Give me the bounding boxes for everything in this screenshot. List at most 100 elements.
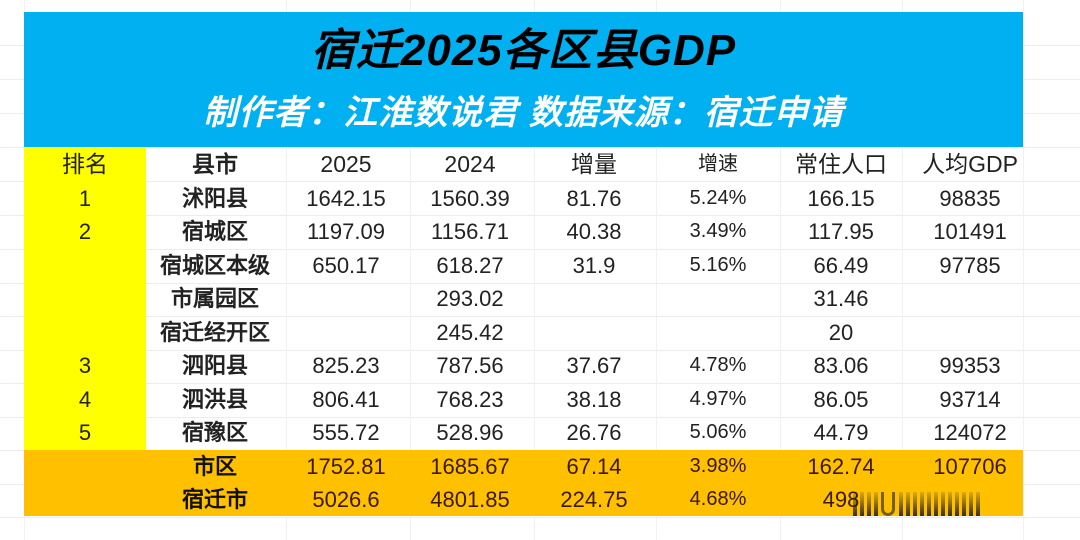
cell-2025: 1197.09 <box>307 219 385 244</box>
cell-growth: 5.24% <box>689 186 747 209</box>
summary-row-urban: 市区 1752.81 1685.67 67.14 3.98% 162.74 10… <box>24 450 1038 484</box>
cell-population: 162.74 <box>807 453 875 479</box>
cell-growth <box>656 282 780 316</box>
cell-increase <box>532 316 656 350</box>
cell-2025: 825.23 <box>312 353 380 378</box>
rank-column-highlight <box>24 147 146 450</box>
table-row: 宿城区本级 650.17 618.27 31.9 5.16% 66.49 977… <box>24 249 1038 283</box>
cell-2024: 768.23 <box>436 386 504 412</box>
cell-name: 市属园区 <box>170 286 259 311</box>
cell-2025: 1752.81 <box>306 453 386 479</box>
cell-2024: 4801.85 <box>430 487 510 512</box>
cell-rank <box>24 450 146 484</box>
cell-increase: 67.14 <box>566 453 622 479</box>
cell-name: 宿迁市 <box>181 487 248 512</box>
table-row: 市属园区 293.02 31.46 <box>24 282 1038 316</box>
cell-increase: 40.38 <box>566 219 622 244</box>
cell-2024: 787.56 <box>436 353 504 378</box>
header-per-capita: 人均GDP <box>922 151 1018 177</box>
title-banner: 宿迁2025各区县GDP 制作者：江淮数说君 数据来源：宿迁申请 <box>24 12 1023 147</box>
header-2025: 2025 <box>320 151 372 177</box>
cell-rank: 4 <box>78 386 92 412</box>
watermark-overlay <box>853 489 1063 519</box>
page-subtitle: 制作者：江淮数说君 数据来源：宿迁申请 <box>203 94 844 132</box>
cell-per-capita: 93714 <box>939 386 1001 412</box>
cell-2025: 650.17 <box>312 252 380 278</box>
cell-growth: 3.98% <box>689 454 747 477</box>
cell-rank <box>24 483 146 517</box>
cell-growth: 5.06% <box>689 421 747 443</box>
cell-2024: 1685.67 <box>430 453 510 479</box>
header-rank: 排名 <box>62 151 108 177</box>
cell-2025: 1642.15 <box>306 185 386 211</box>
cell-increase: 81.76 <box>566 185 622 211</box>
cell-population: 117.95 <box>808 219 874 244</box>
cell-population: 83.06 <box>813 353 869 378</box>
cell-growth <box>656 316 780 350</box>
gdp-table: 排名 县市 2025 2024 增量 增速 常住人口 人均GDP 1 沭阳县 1… <box>24 148 1038 517</box>
header-2024: 2024 <box>444 151 496 177</box>
cell-name: 宿迁经开区 <box>159 319 270 345</box>
table-row: 3 泗阳县 825.23 787.56 37.67 4.78% 83.06 99… <box>24 349 1038 383</box>
cell-2024: 618.27 <box>436 252 504 278</box>
header-population: 常住人口 <box>795 151 887 177</box>
cell-rank: 3 <box>78 353 92 378</box>
cell-per-capita: 107706 <box>933 453 1007 479</box>
cell-increase: 31.9 <box>572 252 616 278</box>
header-name: 县市 <box>192 151 238 177</box>
cell-name: 泗阳县 <box>181 353 248 378</box>
cell-population: 166.15 <box>807 185 875 211</box>
cell-increase: 37.67 <box>566 353 622 378</box>
cell-per-capita: 99353 <box>939 353 1001 378</box>
cell-per-capita: 98835 <box>939 185 1001 211</box>
cell-per-capita: 97785 <box>939 252 1001 278</box>
cell-2025: 5026.6 <box>312 487 380 512</box>
cell-2025: 806.41 <box>312 386 380 412</box>
cell-population: 31.46 <box>813 286 869 311</box>
cell-increase: 224.75 <box>560 487 628 512</box>
cell-growth: 4.97% <box>689 387 747 410</box>
cell-2024: 1560.39 <box>430 185 510 211</box>
cell-per-capita: 124072 <box>933 420 1007 445</box>
cell-name: 宿城区本级 <box>159 252 270 278</box>
cell-name: 宿豫区 <box>181 420 248 445</box>
cell-growth: 4.78% <box>689 354 747 376</box>
cell-2025: 555.72 <box>312 420 380 445</box>
header-growth: 增速 <box>698 153 738 175</box>
table-row: 1 沭阳县 1642.15 1560.39 81.76 5.24% 166.15… <box>24 182 1038 216</box>
cell-rank <box>24 316 146 350</box>
cell-population: 66.49 <box>813 252 869 278</box>
cell-2024: 293.02 <box>436 286 504 311</box>
cell-increase <box>532 282 656 316</box>
table-row: 2 宿城区 1197.09 1156.71 40.38 3.49% 117.95… <box>24 215 1038 249</box>
cell-2025 <box>284 282 408 316</box>
cell-2024: 245.42 <box>436 319 504 345</box>
table-header-row: 排名 县市 2025 2024 增量 增速 常住人口 人均GDP <box>24 148 1038 182</box>
cell-name: 市区 <box>192 453 237 479</box>
cell-name: 宿城区 <box>181 219 248 244</box>
table-row: 4 泗洪县 806.41 768.23 38.18 4.97% 86.05 93… <box>24 383 1038 417</box>
cell-growth: 5.16% <box>689 253 747 276</box>
cell-growth: 3.49% <box>689 220 747 242</box>
cell-growth: 4.68% <box>689 488 747 510</box>
cell-rank: 1 <box>78 185 92 211</box>
header-increase: 增量 <box>571 151 617 177</box>
cell-2025 <box>284 316 408 350</box>
cell-per-capita <box>902 316 1038 350</box>
page-title: 宿迁2025各区县GDP <box>310 26 737 75</box>
cell-rank <box>24 249 146 283</box>
cell-per-capita <box>902 282 1038 316</box>
table-row: 宿迁经开区 245.42 20 <box>24 316 1038 350</box>
cell-rank <box>24 282 146 316</box>
table-row: 5 宿豫区 555.72 528.96 26.76 5.06% 44.79 12… <box>24 416 1038 450</box>
cell-population: 20 <box>828 319 854 345</box>
cell-population: 44.79 <box>813 420 869 445</box>
cell-per-capita: 101491 <box>933 219 1007 244</box>
cell-rank: 5 <box>78 420 92 445</box>
cell-name: 沭阳县 <box>181 185 248 211</box>
cell-rank: 2 <box>78 219 92 244</box>
cell-increase: 38.18 <box>566 386 622 412</box>
cell-increase: 26.76 <box>566 420 622 445</box>
cell-population: 86.05 <box>813 386 869 412</box>
cell-2024: 1156.71 <box>431 219 509 244</box>
